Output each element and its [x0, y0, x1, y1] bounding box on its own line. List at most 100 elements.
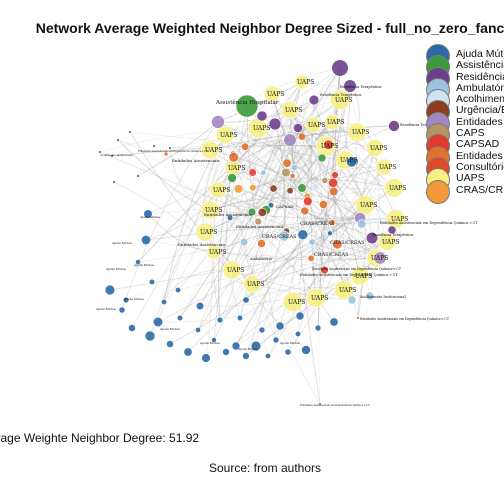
network-edge [213, 136, 303, 253]
network-edge [169, 204, 366, 345]
network-node [195, 222, 215, 242]
network-node [324, 114, 340, 130]
network-node [247, 207, 257, 217]
network-edge [313, 99, 345, 291]
network-edge [257, 127, 361, 219]
network-node [329, 89, 351, 111]
network-node [343, 79, 357, 93]
node-label: UAPS [200, 229, 217, 236]
network-node [236, 314, 244, 322]
node-label: Entidades Assistenciais em Dependência Q… [360, 317, 450, 321]
network-node [294, 330, 302, 338]
network-edge [289, 109, 361, 277]
network-edge [289, 109, 395, 189]
network-edge [213, 218, 397, 253]
network-edge [252, 109, 291, 188]
network-node [334, 280, 354, 300]
network-node [206, 244, 222, 260]
node-label: Ajuda Mútua [159, 326, 180, 331]
node-label: Entidades Assistenciais [204, 212, 252, 217]
network-node [275, 321, 285, 331]
node-label: Acolhimento Institucional [359, 295, 407, 299]
network-edge [310, 166, 385, 259]
network-node [329, 219, 336, 226]
node-label: UAPS [340, 157, 357, 164]
network-edge [131, 81, 303, 329]
network-edge [243, 139, 291, 243]
network-edge [310, 124, 317, 299]
node-label: UAPS [321, 143, 338, 150]
node-label: UAPS [288, 299, 305, 306]
node-label: UAPS [352, 129, 369, 136]
network-node [346, 156, 357, 168]
node-label: UAPS [382, 239, 399, 246]
network-edge [289, 139, 331, 234]
network-node [347, 295, 357, 305]
network-node [161, 298, 168, 305]
network-edge [149, 109, 291, 337]
network-edge [304, 210, 397, 225]
network-node [209, 181, 227, 199]
network-node [195, 301, 205, 311]
network-edge [147, 131, 358, 215]
node-label: UAPS [389, 185, 406, 192]
network-edge [251, 241, 388, 285]
legend-label: Assistência [456, 59, 504, 72]
node-label: Ajuda Mútua [199, 340, 220, 345]
network-edge [245, 204, 366, 357]
node-label: Residência Terapêutica [320, 92, 362, 97]
node-label: Entidades Assistenciais [172, 158, 220, 163]
network-edge [310, 85, 351, 259]
network-node [282, 158, 292, 168]
network-node [317, 153, 327, 163]
node-label: UAPS [247, 281, 264, 288]
network-node [307, 254, 315, 262]
network-node [297, 183, 307, 193]
network-edge [257, 127, 331, 234]
network-edge [339, 67, 366, 206]
node-label: UAPS [205, 147, 222, 154]
network-node [284, 348, 292, 356]
network-node [268, 117, 282, 131]
network-edge [292, 162, 352, 303]
node-label: Entidades Assistenciais [236, 224, 284, 229]
node-label: Residência Terapêutica [372, 232, 414, 237]
node-label: Ajuda Mútua [105, 266, 126, 271]
node-label: UAPS [267, 91, 284, 98]
network-node [227, 214, 234, 221]
network-edge [217, 121, 395, 189]
network-edge [244, 146, 381, 259]
network-edge [129, 131, 376, 149]
network-node [297, 229, 309, 240]
network-node [314, 324, 322, 332]
network-node [357, 219, 367, 229]
node-label: CRAS/CREAS [330, 240, 365, 246]
node-label: UAPS [379, 164, 396, 171]
node-label: Residência Terapêutica [400, 122, 442, 127]
network-edge [117, 139, 366, 206]
network-edge [177, 257, 381, 291]
legend-label: CAPSAD [456, 138, 500, 151]
network-edge [235, 147, 376, 347]
network-node [242, 296, 250, 304]
network-node [329, 186, 339, 197]
network-node [222, 260, 242, 280]
network-node [227, 173, 237, 183]
network-node [388, 120, 400, 132]
network-node [320, 265, 329, 275]
node-label: UAPS [227, 267, 244, 274]
network-edge [246, 105, 262, 244]
network-node [216, 126, 235, 145]
node-label: Ajuda Mútua [123, 296, 144, 301]
network-edge [217, 121, 277, 341]
node-label: UAPS [253, 125, 270, 132]
node-label: UAPS [205, 207, 222, 214]
network-edge [213, 105, 248, 341]
network-edge [209, 209, 361, 220]
node-label: Entidades Assistenciais em Dependência Q… [138, 150, 208, 153]
network-node [254, 217, 262, 226]
node-label: UAPS [311, 295, 328, 302]
node-label: UAPS [228, 165, 245, 172]
network-node [110, 154, 114, 158]
network-node [323, 139, 334, 150]
